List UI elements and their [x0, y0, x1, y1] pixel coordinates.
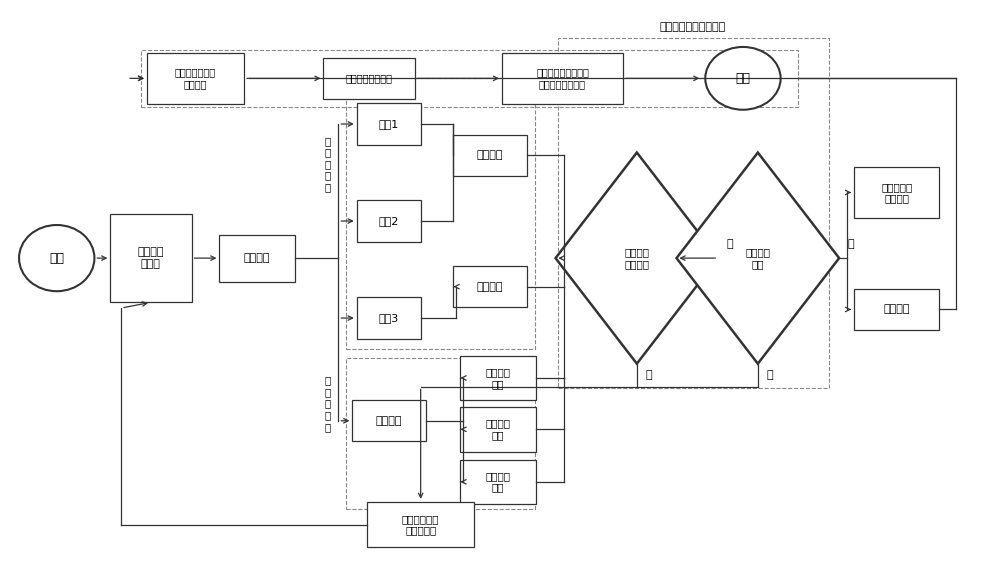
Text: 内、外筒壁
参数输出: 内、外筒壁 参数输出 — [881, 182, 912, 203]
FancyBboxPatch shape — [219, 234, 295, 281]
FancyBboxPatch shape — [147, 53, 244, 104]
Text: 外筒应力: 外筒应力 — [477, 151, 503, 160]
Text: 是: 是 — [848, 239, 854, 249]
Ellipse shape — [705, 47, 781, 110]
FancyBboxPatch shape — [502, 53, 623, 104]
Text: 工况2: 工况2 — [379, 216, 399, 226]
Text: 内、外筒载荷提取: 内、外筒载荷提取 — [346, 74, 393, 83]
Text: 否: 否 — [645, 370, 652, 380]
FancyBboxPatch shape — [323, 58, 415, 99]
FancyBboxPatch shape — [460, 407, 536, 452]
Text: 内筒应力: 内筒应力 — [477, 281, 503, 292]
Text: 工况3: 工况3 — [379, 313, 399, 323]
Text: 否: 否 — [766, 370, 773, 380]
FancyBboxPatch shape — [352, 400, 426, 441]
Polygon shape — [677, 152, 839, 364]
FancyBboxPatch shape — [357, 200, 421, 241]
Text: 分析模型: 分析模型 — [244, 253, 270, 263]
FancyBboxPatch shape — [110, 214, 192, 302]
Text: 静
力
学
分
析: 静 力 学 分 析 — [324, 135, 331, 192]
Text: 横向主要
频率: 横向主要 频率 — [486, 419, 511, 440]
Text: 扭转主要
频率: 扭转主要 频率 — [486, 471, 511, 493]
Text: 模态分析: 模态分析 — [376, 416, 402, 426]
Text: 内、外筒上法兰
参数变量: 内、外筒上法兰 参数变量 — [175, 68, 216, 89]
FancyBboxPatch shape — [357, 104, 421, 145]
FancyBboxPatch shape — [357, 298, 421, 339]
Ellipse shape — [19, 225, 94, 291]
Text: 设计指标是否满足要求: 设计指标是否满足要求 — [659, 22, 726, 32]
FancyBboxPatch shape — [453, 135, 527, 176]
Text: 结束: 结束 — [735, 72, 750, 85]
Text: 工况1: 工况1 — [379, 119, 399, 129]
Text: 是: 是 — [727, 239, 733, 249]
Text: 开始: 开始 — [49, 252, 64, 265]
Text: 是否满足
约束条件: 是否满足 约束条件 — [624, 247, 649, 269]
FancyBboxPatch shape — [460, 460, 536, 504]
Text: 结构及参
数列表: 结构及参 数列表 — [138, 247, 164, 269]
Text: 动
力
学
分
析: 动 力 学 分 析 — [324, 375, 331, 432]
FancyBboxPatch shape — [460, 356, 536, 400]
FancyBboxPatch shape — [854, 167, 939, 218]
FancyBboxPatch shape — [367, 502, 474, 547]
Text: 纵向主要
频率: 纵向主要 频率 — [486, 367, 511, 389]
FancyBboxPatch shape — [854, 289, 939, 330]
Text: 按需进行载荷比例分
配，实现联合承载: 按需进行载荷比例分 配，实现联合承载 — [536, 68, 589, 89]
Text: 载荷提取: 载荷提取 — [883, 305, 910, 314]
FancyBboxPatch shape — [453, 266, 527, 307]
Text: 改变设计参数
（再设计）: 改变设计参数 （再设计） — [402, 514, 439, 536]
Text: 是否质量
最轻: 是否质量 最轻 — [745, 247, 770, 269]
Polygon shape — [556, 152, 718, 364]
